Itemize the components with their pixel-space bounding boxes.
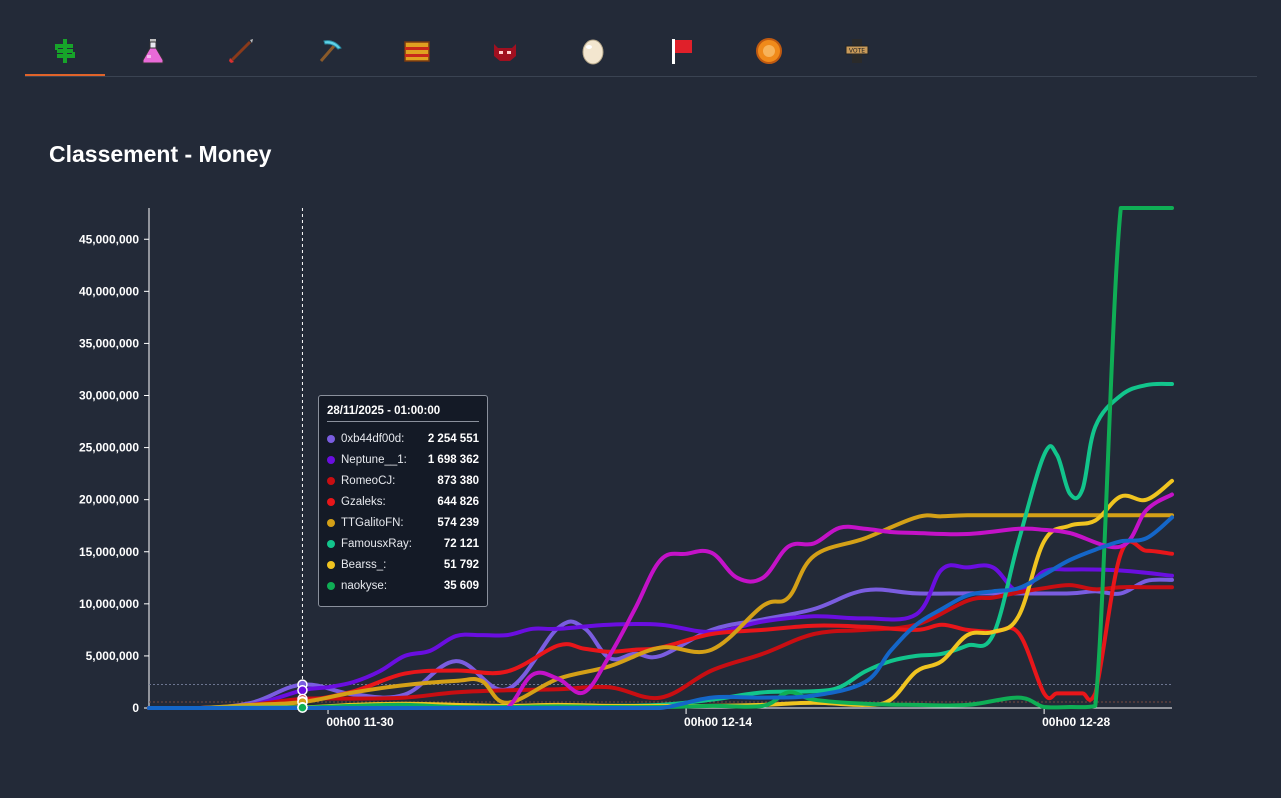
y-tick-label: 5,000,000: [86, 649, 140, 663]
hover-point: [297, 702, 308, 713]
chest-icon: [404, 41, 430, 62]
tooltip-series-dot: [327, 581, 335, 590]
tooltip-date: 28/11/2025 - 01:00:00: [327, 405, 479, 422]
category-tabs: VOTE: [25, 28, 1257, 77]
orange-badge-icon: [756, 38, 782, 64]
tab-chest[interactable]: [377, 28, 457, 74]
tooltip-series-name: Bearss_:: [341, 558, 387, 571]
tab-money[interactable]: [25, 28, 105, 76]
tooltip-series-dot: [327, 539, 335, 548]
y-tick-label: 35,000,000: [79, 336, 139, 350]
y-tick-label: 45,000,000: [79, 232, 139, 246]
tooltip-series-name: TTGalitoFN:: [341, 516, 404, 529]
y-tick-label: 20,000,000: [79, 493, 139, 507]
potion-icon: [142, 39, 164, 64]
tooltip-row: Gzaleks: 644 826: [327, 491, 479, 512]
tooltip-series-name: Neptune__1:: [341, 453, 407, 466]
tab-potion[interactable]: [113, 28, 193, 74]
tab-vote[interactable]: VOTE: [817, 28, 897, 74]
tooltip-row: Bearss_: 51 792: [327, 554, 479, 575]
tooltip-row: TTGalitoFN: 574 239: [327, 512, 479, 533]
vote-icon: VOTE: [845, 39, 869, 63]
x-tick-label: 00h00 12-28: [1042, 715, 1110, 729]
y-tick-label: 15,000,000: [79, 545, 139, 559]
mob-icon: [494, 44, 516, 61]
money-icon: [55, 39, 75, 63]
x-tick-label: 00h00 12-14: [684, 715, 752, 729]
chart-tooltip: 28/11/2025 - 01:00:00 0xb44df00d: 2 254 5…: [318, 395, 488, 607]
tab-arrow[interactable]: [201, 28, 281, 74]
tooltip-series-value: 1 698 362: [427, 453, 479, 466]
y-tick-label: 0: [132, 701, 139, 715]
series-line-TTGalitoFN: [147, 513, 1174, 710]
arrow-icon: [229, 39, 253, 63]
money-line-chart: 0 5,000,000 10,000,000 15,000,000 20,000,000…: [79, 206, 1174, 729]
tooltip-series-value: 35 609: [443, 579, 479, 592]
hover-point: [297, 685, 308, 696]
tooltip-series-value: 644 826: [437, 495, 479, 508]
series-line-Neptune__1: [147, 563, 1174, 710]
series-line-unlabeled-9: [147, 515, 1174, 710]
y-tick-label: 25,000,000: [79, 441, 139, 455]
tooltip-series-value: 574 239: [437, 516, 479, 529]
y-tick-label: 40,000,000: [79, 284, 139, 298]
tooltip-series-dot: [327, 497, 335, 506]
tooltip-row: naokyse: 35 609: [327, 575, 479, 596]
tab-orange-badge[interactable]: [729, 28, 809, 74]
flag-icon: [672, 39, 692, 64]
tooltip-row: FamousxRay: 72 121: [327, 533, 479, 554]
tooltip-series-name: Gzaleks:: [341, 495, 386, 508]
tooltip-series-name: naokyse:: [341, 579, 388, 592]
tooltip-series-value: 873 380: [437, 474, 479, 487]
y-tick-label: 10,000,000: [79, 597, 139, 611]
tab-mob[interactable]: [465, 28, 545, 74]
tooltip-series-name: RomeoCJ:: [341, 474, 396, 487]
svg-text:VOTE: VOTE: [849, 48, 865, 55]
series-line-naokyse: [147, 206, 1174, 710]
tooltip-series-dot: [327, 560, 335, 569]
tab-flag[interactable]: [641, 28, 721, 74]
series-line-RomeoCJ: [147, 583, 1174, 710]
tooltip-row: RomeoCJ: 873 380: [327, 470, 479, 491]
page-title: Classement - Money: [49, 141, 272, 167]
tooltip-series-dot: [327, 455, 335, 464]
tooltip-row: 0xb44df00d: 2 254 551: [327, 428, 479, 449]
tooltip-series-dot: [327, 476, 335, 485]
tooltip-series-name: FamousxRay:: [341, 537, 412, 550]
series-line-Gzaleks: [147, 539, 1174, 710]
y-tick-label: 30,000,000: [79, 389, 139, 403]
tab-egg[interactable]: [553, 28, 633, 74]
tab-pickaxe[interactable]: [289, 28, 369, 74]
pickaxe-icon: [319, 40, 342, 62]
tooltip-series-value: 51 792: [443, 558, 479, 571]
x-tick-label: 00h00 11-30: [326, 715, 394, 729]
series-line-0xb44df00d: [147, 577, 1174, 710]
tooltip-series-value: 2 254 551: [427, 432, 479, 445]
tooltip-row: Neptune__1: 1 698 362: [327, 449, 479, 470]
tooltip-series-dot: [327, 434, 335, 443]
egg-icon: [582, 39, 604, 65]
tooltip-series-value: 72 121: [443, 537, 479, 550]
tooltip-series-name: 0xb44df00d:: [341, 432, 405, 445]
tooltip-series-dot: [327, 518, 335, 527]
